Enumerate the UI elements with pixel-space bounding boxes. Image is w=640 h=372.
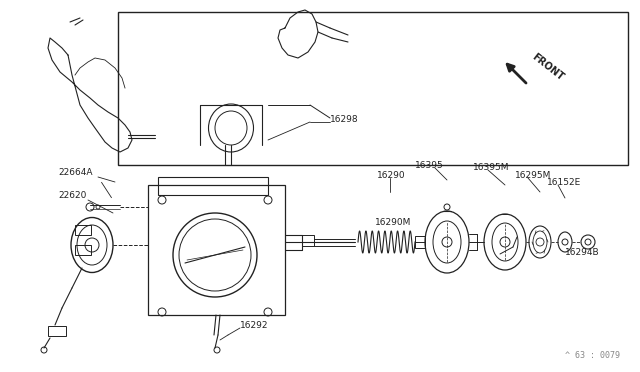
Bar [415, 236, 425, 248]
Bar [148, 185, 285, 315]
Text: 16290M: 16290M [375, 218, 412, 227]
Text: 16295M: 16295M [515, 171, 552, 180]
Bar [75, 245, 91, 255]
Text: 16298: 16298 [330, 115, 358, 124]
Bar [158, 177, 268, 195]
Text: 16152E: 16152E [547, 178, 581, 187]
Text: FRONT: FRONT [530, 52, 566, 83]
Bar [75, 225, 91, 235]
Text: 16395M: 16395M [473, 163, 509, 172]
Text: 22620: 22620 [58, 191, 86, 200]
Text: 16294B: 16294B [565, 248, 600, 257]
Text: ^ 63 : 0079: ^ 63 : 0079 [565, 351, 620, 360]
Text: 16290: 16290 [377, 171, 406, 180]
Text: 16395: 16395 [415, 161, 444, 170]
Bar [302, 235, 314, 246]
Bar [48, 326, 66, 336]
Text: 22664A: 22664A [58, 168, 93, 177]
Bar [118, 12, 628, 165]
Text: 16292: 16292 [240, 321, 269, 330]
